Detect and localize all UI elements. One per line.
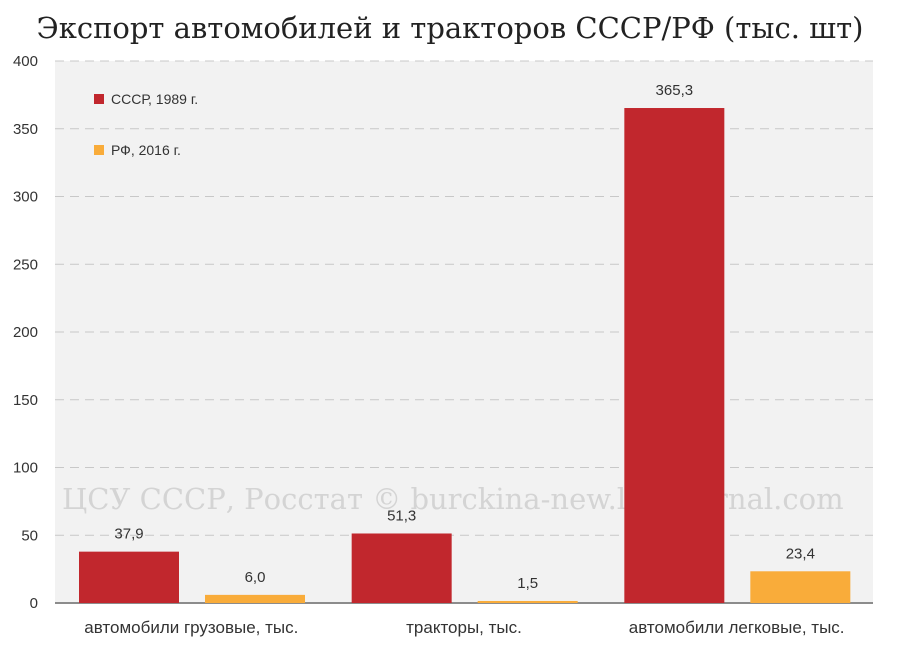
data-label: 1,5 [517, 575, 538, 592]
y-tick-label: 250 [13, 256, 38, 273]
y-tick-label: 300 [13, 189, 38, 206]
data-label: 365,3 [656, 82, 694, 99]
x-category-label: автомобили легковые, тыс. [629, 618, 845, 637]
y-tick-label: 150 [13, 392, 38, 409]
bar-ussr-1989 [79, 551, 179, 603]
y-axis-ticks: 0 50 100 150 200 250 300 350 400 [13, 53, 38, 612]
chart-title: Экспорт автомобилей и тракторов СССР/РФ … [37, 11, 864, 45]
watermark-text: ЦСУ СССР, Росстат © burckina-new.livejou… [62, 482, 844, 516]
y-tick-label: 0 [30, 595, 38, 612]
y-tick-label: 200 [13, 324, 38, 341]
legend-swatch [94, 94, 104, 104]
legend-swatch [94, 145, 104, 155]
bar-rf-2016 [477, 600, 578, 603]
data-label: 23,4 [786, 545, 815, 562]
bars: 37,9 6,0 51,3 1,5 365,3 23,4 [79, 82, 851, 604]
x-category-label: автомобили грузовые, тыс. [84, 618, 298, 637]
data-label: 51,3 [387, 507, 416, 524]
data-label: 37,9 [114, 526, 143, 543]
x-category-label: тракторы, тыс. [406, 618, 522, 637]
legend: СССР, 1989 г. РФ, 2016 г. [94, 91, 198, 158]
bar-rf-2016 [750, 571, 851, 603]
y-tick-label: 350 [13, 121, 38, 138]
bar-ussr-1989 [624, 108, 725, 604]
y-tick-label: 400 [13, 53, 38, 70]
y-tick-label: 100 [13, 460, 38, 477]
bar-rf-2016 [205, 594, 305, 603]
data-label: 6,0 [245, 569, 266, 586]
legend-label: СССР, 1989 г. [111, 91, 198, 107]
gridlines [55, 60, 873, 536]
legend-label: РФ, 2016 г. [111, 142, 181, 158]
x-axis-categories: автомобили грузовые, тыс. тракторы, тыс. а… [84, 618, 844, 637]
y-tick-label: 50 [21, 527, 38, 544]
bar-ussr-1989 [351, 533, 452, 603]
